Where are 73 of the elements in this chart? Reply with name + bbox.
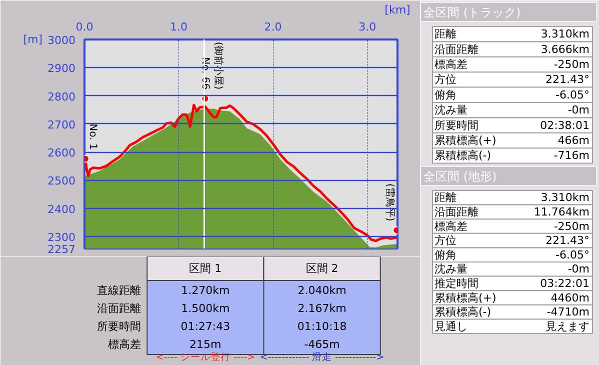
text: -250m xyxy=(554,220,590,233)
category-label: 区間 1 xyxy=(189,262,222,275)
category-label: 沿面距離 xyxy=(434,42,478,56)
text: -716m xyxy=(554,149,590,162)
y-tick-label: 2900 xyxy=(48,62,76,76)
text: 2.167km xyxy=(298,302,346,315)
x-axis-title: [km] xyxy=(384,4,410,16)
text: 3.666km xyxy=(540,42,590,56)
y-tick-label: 2257 xyxy=(48,243,76,256)
text: 01:27:43 xyxy=(180,320,230,333)
text: <------------ 滑走 ------------> xyxy=(260,351,384,363)
text: -0m xyxy=(568,104,590,117)
text: -465m xyxy=(304,338,340,351)
text: 03:22:01 xyxy=(540,276,590,290)
category-label: 方位 xyxy=(434,73,456,86)
category-label: 区間 2 xyxy=(306,262,338,275)
text: 02:38:01 xyxy=(540,118,590,132)
text: 4460m xyxy=(550,291,590,304)
text: 全区間 (トラック) xyxy=(424,6,521,20)
y-tick-label: 2400 xyxy=(48,202,76,216)
category-label: 標高差 xyxy=(434,58,468,71)
category-label: 所要時間 xyxy=(97,320,142,333)
text: 221.43° xyxy=(546,73,590,86)
text: 3.310km xyxy=(540,191,590,204)
category-label: 累積標高(-) xyxy=(434,149,492,162)
category-label: 見通し xyxy=(434,320,468,333)
category-label: 推定時間 xyxy=(434,276,478,290)
y-tick-label: 2700 xyxy=(48,118,76,132)
category-label: 累積標高(+) xyxy=(434,134,496,147)
text: 215m xyxy=(190,338,222,351)
text: <---- シール登行 ----> xyxy=(156,351,256,363)
text: -250m xyxy=(554,58,590,71)
text: 全区間 (地形) xyxy=(424,170,497,184)
category-label: 距離 xyxy=(434,28,456,41)
category-label: 俯角 xyxy=(434,248,456,262)
category-label: 方位 xyxy=(434,234,456,248)
category-label: 直線距離 xyxy=(97,284,142,297)
text: -0m xyxy=(568,262,590,276)
x-tick-label: 1.0 xyxy=(170,20,188,34)
category-label: 沈み量 xyxy=(434,262,468,276)
text: 221.43° xyxy=(546,234,590,248)
category-label: 累積標高(-) xyxy=(434,306,492,319)
x-tick-label: 3.0 xyxy=(358,20,376,34)
y-tick-label: 2600 xyxy=(48,146,76,160)
annotation: No. 1 xyxy=(87,124,98,150)
category-label: 所要時間 xyxy=(434,118,478,132)
text: 見えます xyxy=(546,320,590,333)
text: -6.05° xyxy=(556,88,590,102)
text: 01:10:18 xyxy=(297,320,347,333)
text: 1.500km xyxy=(181,302,230,315)
category-label: 距離 xyxy=(434,191,456,204)
category-label: 俯角 xyxy=(434,88,456,102)
text: 3.310km xyxy=(540,28,590,41)
x-tick-label: 0.0 xyxy=(76,20,94,34)
y-axis-title: [m] xyxy=(23,33,43,46)
category-label: 沿面距離 xyxy=(434,205,478,218)
text: 1.270km xyxy=(181,284,230,297)
y-tick-label: 3000 xyxy=(48,34,76,47)
text: -4710m xyxy=(546,306,590,319)
text: 2.040km xyxy=(298,284,346,297)
text: -6.05° xyxy=(556,248,590,262)
y-tick-label: 2300 xyxy=(48,230,76,244)
x-tick-label: 2.0 xyxy=(264,20,282,34)
category-label: 標高差 xyxy=(434,220,468,233)
text: 466m xyxy=(558,134,590,147)
category-label: 累積標高(+) xyxy=(434,291,496,304)
category-label: 標高差 xyxy=(108,338,142,351)
category-label: 沈み量 xyxy=(434,104,468,117)
y-tick-label: 2500 xyxy=(48,174,76,188)
y-tick-label: 2800 xyxy=(48,90,76,104)
text: 11.764km xyxy=(534,205,590,218)
category-label: 沿面距離 xyxy=(97,302,142,315)
annotation: (雷鳥平) xyxy=(384,183,396,222)
